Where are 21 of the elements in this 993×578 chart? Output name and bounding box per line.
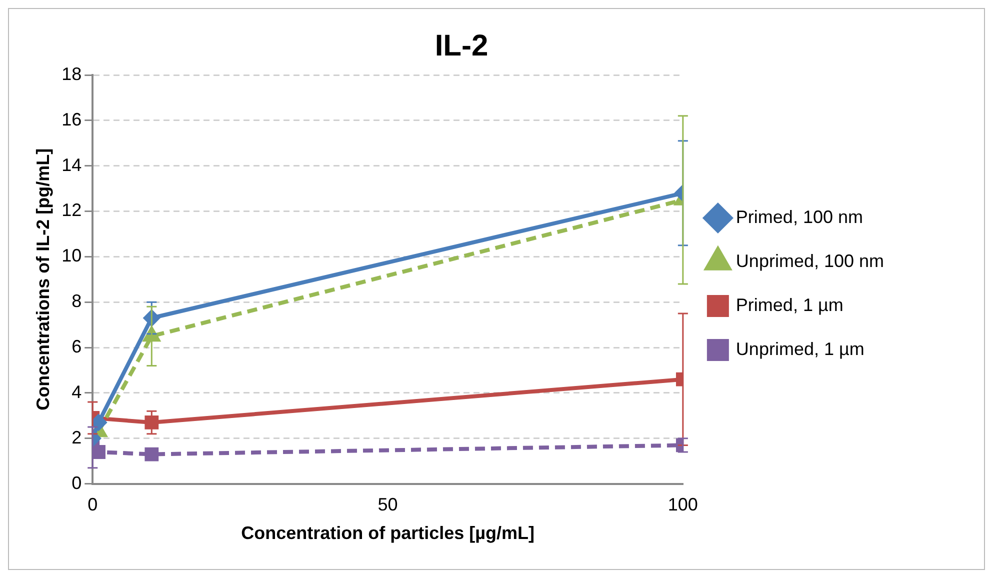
point [144,447,159,462]
legend-label: Unprimed, 1 µm [736,338,864,359]
x-tick-label: 50 [378,494,398,515]
legend-label: Primed, 1 µm [736,294,844,315]
y-tick-label: 8 [72,291,82,312]
x-tick-label: 100 [668,494,698,515]
x-axis-title: Concentration of particles [µg/mL] [241,523,534,544]
legend-label: Unprimed, 100 nm [736,250,884,271]
y-tick-label: 18 [62,64,82,84]
chart-title: IL-2 [434,29,488,62]
y-tick-label: 0 [72,472,82,493]
y-tick-label: 6 [72,336,82,356]
legend-label: Primed, 100 nm [736,206,863,227]
y-tick-label: 2 [72,427,82,448]
y-tick-label: 4 [72,382,82,402]
y-tick-label: 16 [62,109,82,130]
y-axis-title: Concentrations of IL-2 [pg/mL] [32,148,53,410]
y-tick-label: 10 [62,246,82,266]
x-tick-label: 0 [88,494,98,515]
y-tick-label: 14 [62,154,82,175]
y-tick-label: 12 [62,200,82,220]
